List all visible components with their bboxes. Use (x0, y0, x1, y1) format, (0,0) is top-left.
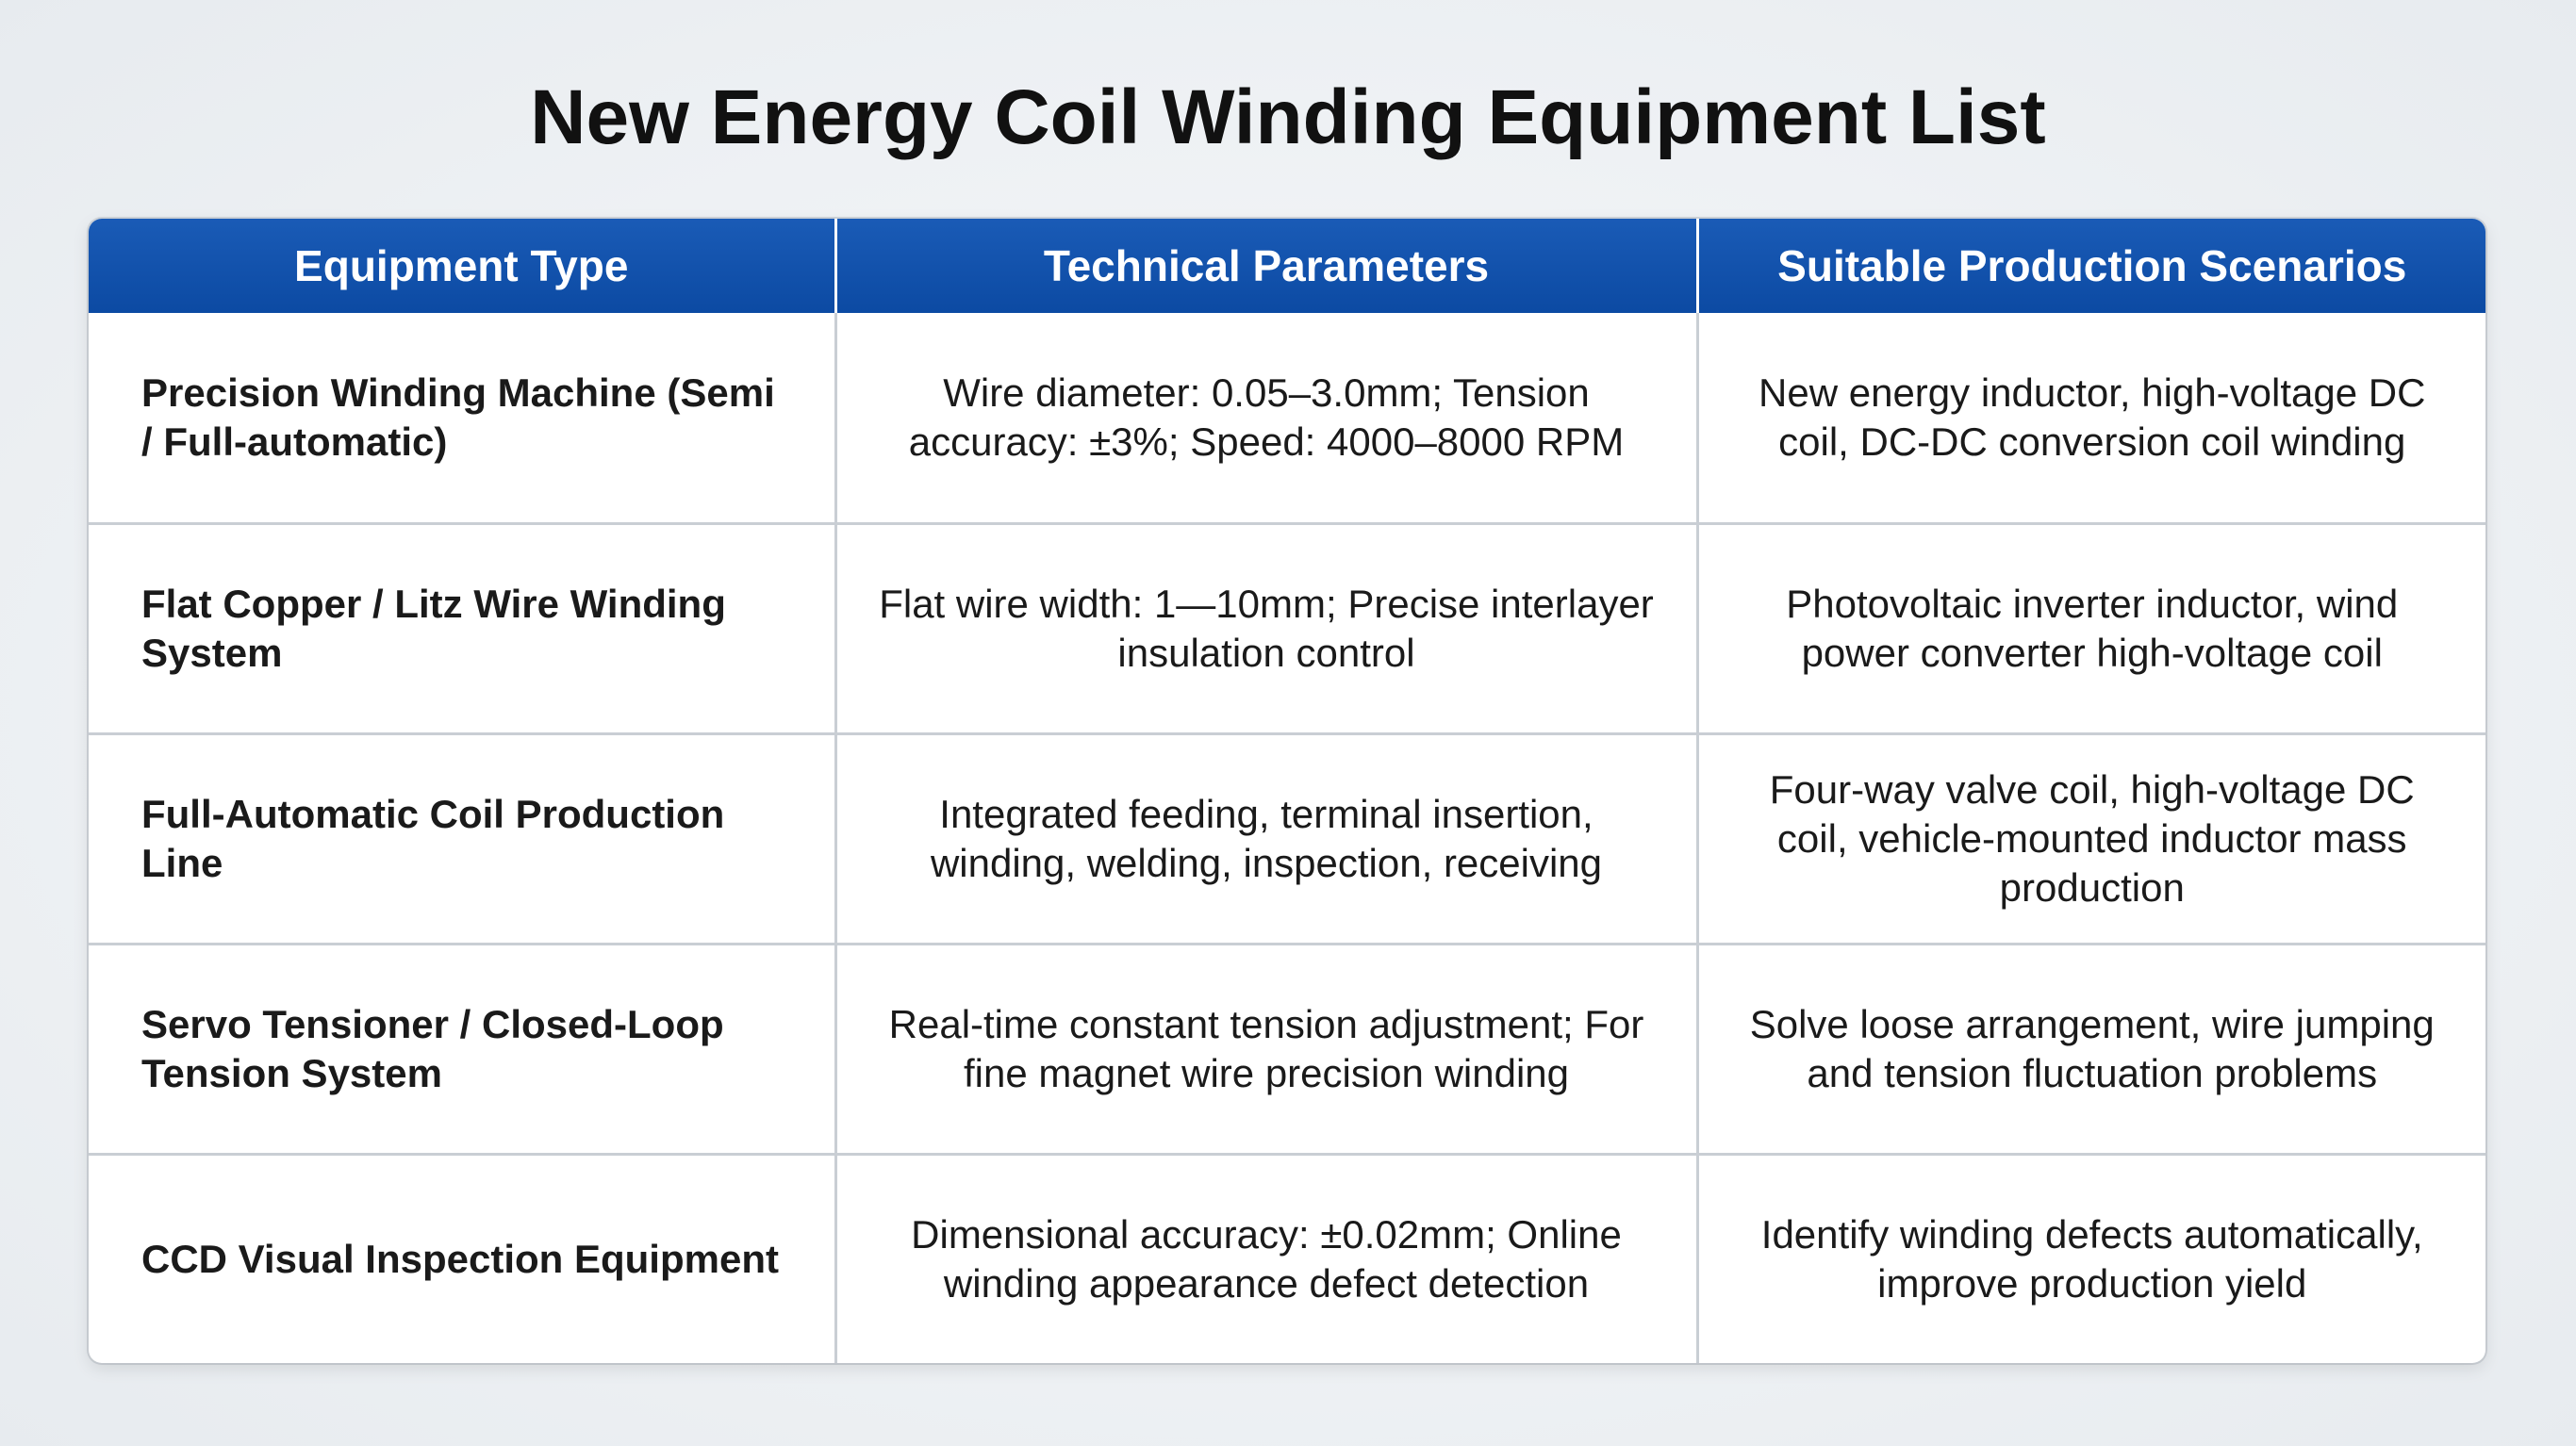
header-technical-parameters: Technical Parameters (835, 219, 1699, 313)
cell-technical-parameters: Dimensional accuracy: ±0.02mm; Online wi… (835, 1154, 1699, 1363)
cell-technical-parameters: Flat wire width: 1—10mm; Precise interla… (835, 523, 1699, 735)
cell-production-scenarios: Solve loose arrangement, wire jumping an… (1697, 944, 2485, 1156)
cell-equipment-type: Flat Copper / Litz Wire Winding System (89, 523, 837, 735)
cell-production-scenarios: Identify winding defects automatically, … (1760, 1212, 2423, 1306)
equipment-table: Equipment Type Technical Parameters Suit… (89, 219, 2485, 1363)
table-row: Servo Tensioner / Closed-Loop Tension Sy… (89, 944, 2485, 1156)
table-row: Flat Copper / Litz Wire Winding System F… (89, 523, 2485, 735)
cell-technical-parameters: Integrated feeding, terminal insertion, … (835, 733, 1699, 945)
cell-equipment-type: Servo Tensioner / Closed-Loop Tension Sy… (89, 944, 837, 1156)
cell-technical-parameters: Wire diameter: 0.05–3.0mm; Tension accur… (835, 313, 1699, 525)
table-row: Precision Winding Machine (Semi / Full-a… (89, 313, 2485, 525)
cell-equipment-type: Precision Winding Machine (Semi / Full-a… (89, 313, 837, 525)
cell-production-scenarios: Photovoltaic inverter inductor, wind pow… (1697, 523, 2485, 735)
cell-production-scenarios: New energy inductor, high-voltage DC coi… (1697, 313, 2485, 525)
header-equipment-type: Equipment Type (89, 219, 837, 313)
table-header-row: Equipment Type Technical Parameters Suit… (89, 219, 2485, 313)
equipment-table-container: Equipment Type Technical Parameters Suit… (89, 219, 2485, 1363)
table-row: Full-Automatic Coil Production Line Inte… (89, 733, 2485, 945)
cell-production-scenarios: Four-way valve coil, high-voltage DC coi… (1697, 733, 2485, 945)
cell-technical-parameters: Real-time constant tension adjustment; F… (835, 944, 1699, 1156)
table-row: CCD Visual Inspection Equipment Dimensio… (89, 1154, 2485, 1363)
cell-equipment-type: Full-Automatic Coil Production Line (89, 733, 837, 945)
page-title: New Energy Coil Winding Equipment List (530, 74, 2046, 160)
header-production-scenarios: Suitable Production Scenarios (1777, 241, 2407, 290)
cell-equipment-type: CCD Visual Inspection Equipment (89, 1154, 837, 1363)
